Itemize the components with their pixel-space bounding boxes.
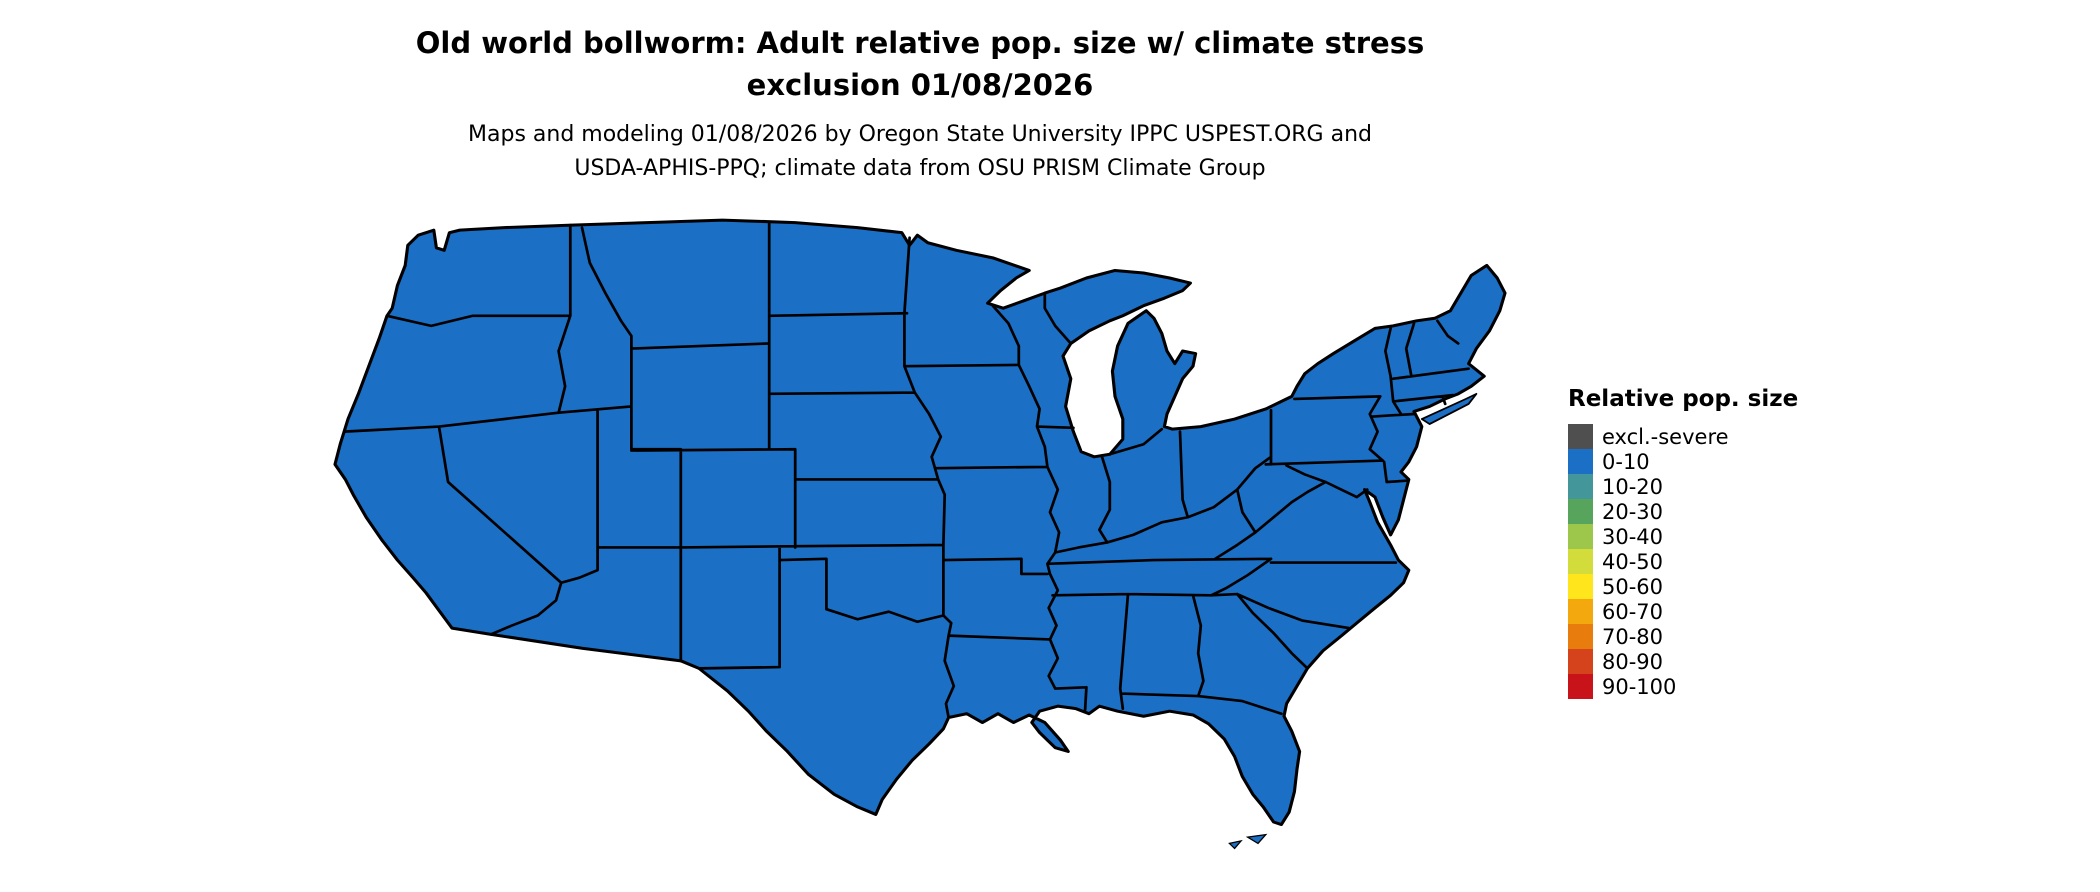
legend-swatch bbox=[1568, 449, 1593, 474]
state-borders bbox=[342, 221, 1470, 719]
legend-item: 70-80 bbox=[1568, 624, 1798, 649]
legend-item-label: 20-30 bbox=[1602, 499, 1664, 524]
figure-subtitle-line2: USDA-APHIS-PPQ; climate data from OSU PR… bbox=[574, 156, 1266, 181]
legend-item-label: 50-60 bbox=[1602, 574, 1664, 599]
legend-items: excl.-severe 0-10 10-20 20-30 30-40 40-5… bbox=[1568, 424, 1798, 699]
figure-title-line1: Old world bollworm: Adult relative pop. … bbox=[415, 26, 1425, 60]
us-land-outline bbox=[333, 218, 1507, 827]
legend-swatch bbox=[1568, 524, 1593, 549]
figure-subtitle-line1: Maps and modeling 01/08/2026 by Oregon S… bbox=[468, 122, 1372, 147]
legend-swatch bbox=[1568, 599, 1593, 624]
figure-subtitle: Maps and modeling 01/08/2026 by Oregon S… bbox=[0, 118, 1840, 186]
legend: Relative pop. size excl.-severe 0-10 10-… bbox=[1568, 386, 1798, 699]
legend-item: 20-30 bbox=[1568, 499, 1798, 524]
us-map-svg bbox=[333, 218, 1507, 850]
legend-title: Relative pop. size bbox=[1568, 386, 1799, 412]
legend-item-label: 70-80 bbox=[1602, 624, 1664, 649]
legend-item-label: 0-10 bbox=[1602, 449, 1650, 474]
legend-item: 80-90 bbox=[1568, 649, 1798, 674]
legend-item: 40-50 bbox=[1568, 549, 1798, 574]
legend-item: excl.-severe bbox=[1568, 424, 1798, 449]
legend-swatch bbox=[1568, 649, 1593, 674]
figure-header: Old world bollworm: Adult relative pop. … bbox=[0, 22, 1840, 186]
figure-title-line2: exclusion 01/08/2026 bbox=[746, 68, 1094, 102]
figure-title: Old world bollworm: Adult relative pop. … bbox=[0, 22, 1840, 106]
legend-swatch bbox=[1568, 424, 1593, 449]
legend-item-label: 30-40 bbox=[1602, 524, 1664, 549]
legend-item: 60-70 bbox=[1568, 599, 1798, 624]
legend-item: 30-40 bbox=[1568, 524, 1798, 549]
florida-keys bbox=[1228, 833, 1268, 850]
legend-item-label: 90-100 bbox=[1602, 674, 1677, 699]
legend-item: 10-20 bbox=[1568, 474, 1798, 499]
legend-item: 0-10 bbox=[1568, 449, 1798, 474]
legend-item-label: 40-50 bbox=[1602, 549, 1664, 574]
us-choropleth-map bbox=[270, 210, 1570, 890]
legend-swatch bbox=[1568, 624, 1593, 649]
legend-swatch bbox=[1568, 474, 1593, 499]
legend-swatch bbox=[1568, 574, 1593, 599]
legend-item-label: excl.-severe bbox=[1602, 424, 1729, 449]
legend-item-label: 60-70 bbox=[1602, 599, 1664, 624]
long-island bbox=[1420, 392, 1478, 425]
legend-item-label: 10-20 bbox=[1602, 474, 1664, 499]
legend-swatch bbox=[1568, 499, 1593, 524]
legend-swatch bbox=[1568, 674, 1593, 699]
legend-swatch bbox=[1568, 549, 1593, 574]
legend-item: 90-100 bbox=[1568, 674, 1798, 699]
legend-item: 50-60 bbox=[1568, 574, 1798, 599]
legend-item-label: 80-90 bbox=[1602, 649, 1664, 674]
